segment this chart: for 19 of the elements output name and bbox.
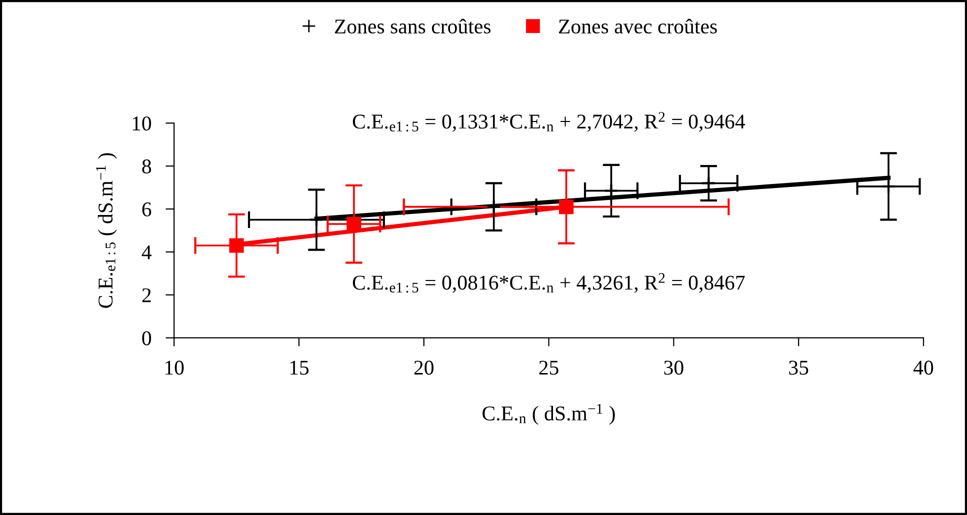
y-tick-label: 0 (142, 331, 152, 346)
y-tick-label: 2 (142, 288, 151, 302)
x-tick-label: 15 (290, 360, 309, 375)
legend-label: Zones avec croûtes (558, 18, 717, 34)
x-tick-label: 25 (539, 360, 558, 375)
annotation: C.E.$_{e1:5}$ = 0,1331*C.E.$_{n}$ + 2,7042, R$^{2}$ = 0,9464 (352, 112, 746, 132)
y-tick-label: 8 (142, 159, 152, 174)
x-tick-label: 10 (165, 360, 184, 375)
y-tick-label: 10 (132, 116, 152, 131)
annotation: C.E.$_{e1:5}$ = 0,0816*C.E.$_{n}$ + 4,3261, R$^{2}$ = 0,8467 (352, 273, 745, 293)
x-tick-label: 40 (913, 360, 934, 375)
legend-label: Zones sans croûtes (334, 18, 491, 34)
y-tick-label: 6 (142, 202, 152, 216)
x-tick-label: 20 (414, 360, 434, 375)
x-tick-label: 35 (789, 360, 808, 375)
y-axis-title: C.E.$_{e1:5}$ ( dS.m$^{−1}$ ) (96, 153, 117, 308)
x-axis-title: C.E.$_{n}$ ( dS.m$^{−1}$ ) (482, 404, 615, 425)
y-tick-label: 4 (142, 245, 152, 260)
x-tick-label: 30 (664, 360, 684, 375)
